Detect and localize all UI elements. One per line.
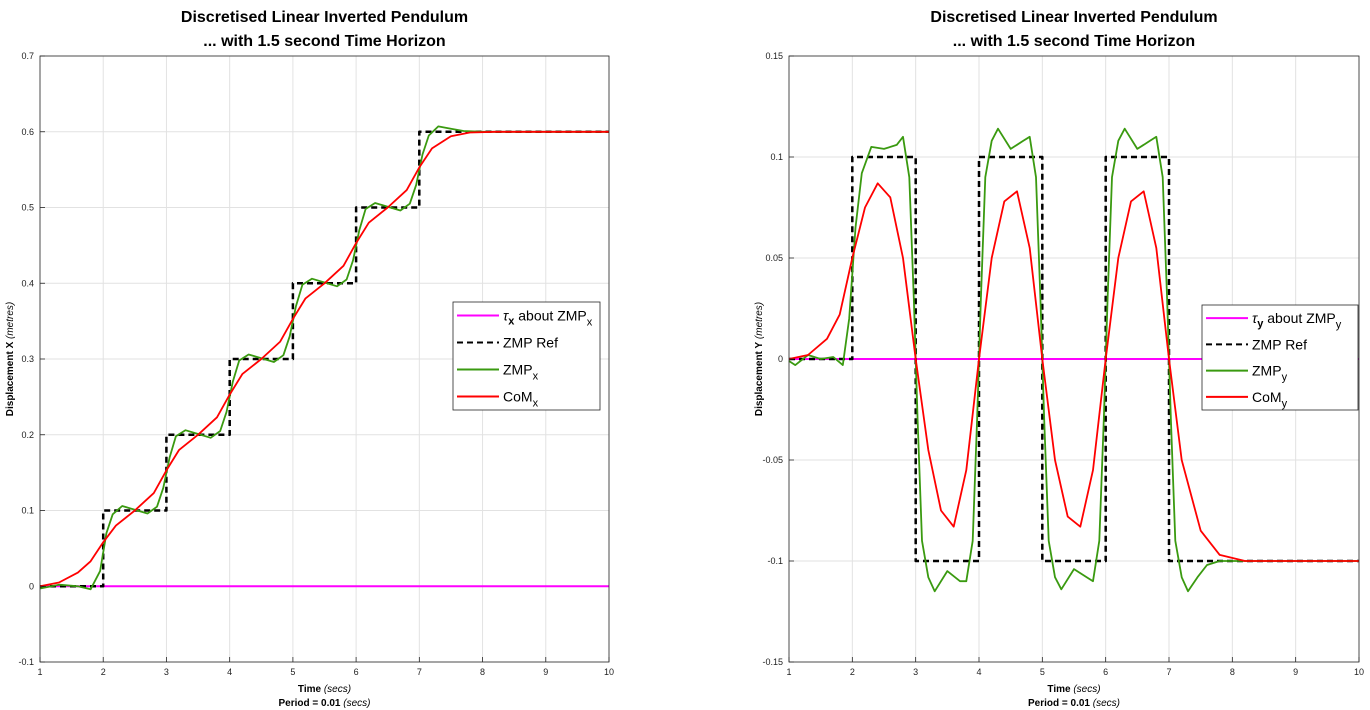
legend-entry-label: τy about ZMPy: [1252, 310, 1342, 331]
y-tick-label: 0.3: [21, 354, 34, 364]
legend-text-sub: x: [533, 398, 539, 410]
legend-text-main: CoM: [1252, 389, 1282, 405]
y-tick-label: 0.1: [770, 152, 783, 162]
chart-panel-1: 1 2 3 4 5 6 7 8 9 10 -0.1 0 0.1 0.2 0.3 0.4 0.5 0.6 0.7 Dis…: [5, 9, 614, 709]
y-tick-label: 0.15: [765, 51, 783, 61]
x-axis-sublabel-bold: Period = 0.01: [1028, 698, 1090, 709]
x-tick-label: 9: [543, 667, 548, 677]
x-axis-sublabel: Period = 0.01 (secs): [1028, 698, 1120, 709]
x-axis-sublabel-bold: Period = 0.01: [279, 698, 341, 709]
x-axis-sublabel-unit: (secs): [1090, 698, 1120, 709]
y-tick-label: -0.15: [762, 657, 783, 667]
y-tick-label: -0.1: [18, 657, 34, 667]
x-tick-label: 10: [1354, 667, 1364, 677]
series-line-comy: [788, 182, 1359, 562]
legend-text-main: ZMP: [503, 362, 533, 378]
chart-title-line-2: ... with 1.5 second Time Horizon: [203, 33, 445, 50]
x-tick-label: 7: [417, 667, 422, 677]
legend-text-main: τ: [503, 308, 509, 324]
chart-title-line-1: Discretised Linear Inverted Pendulum: [181, 9, 468, 26]
x-tick-label: 6: [1103, 667, 1108, 677]
legend-text-mid: about ZMP: [1263, 310, 1335, 326]
x-tick-label: 4: [227, 667, 232, 677]
y-tick-label: 0: [29, 581, 34, 591]
legend-text-sub: y: [1336, 319, 1342, 331]
legend-box: [1201, 304, 1359, 411]
x-axis-sublabel: Period = 0.01 (secs): [279, 698, 371, 709]
series-line-zmp-ref: [789, 155, 1359, 563]
legend-text-sub: y: [1282, 372, 1288, 384]
chart-title-line-1: Discretised Linear Inverted Pendulum: [930, 9, 1217, 26]
x-tick-label: 5: [1040, 667, 1045, 677]
x-tick-label: 8: [480, 667, 485, 677]
chart-title-line-2: ... with 1.5 second Time Horizon: [953, 33, 1195, 50]
x-tick-label: 9: [1293, 667, 1298, 677]
legend-text-main: τ: [1252, 310, 1258, 326]
legend-entry-label: CoMy: [1252, 389, 1288, 410]
x-tick-label: 7: [1166, 667, 1171, 677]
legend-text-sub: x: [533, 371, 539, 383]
legend-box: [452, 301, 601, 411]
x-tick-label: 8: [1230, 667, 1235, 677]
series-line-comx: [39, 130, 609, 588]
legend-entry-label: ZMP Ref: [503, 335, 558, 351]
legend-text-main: ZMP: [1252, 363, 1282, 379]
x-tick-label: 2: [101, 667, 106, 677]
x-axis-label: Time (secs): [1047, 684, 1100, 695]
x-tick-label: 3: [913, 667, 918, 677]
x-tick-label: 1: [786, 667, 791, 677]
legend-text-main: ZMP Ref: [503, 335, 558, 351]
x-tick-label: 1: [37, 667, 42, 677]
y-axis-label-unit: (metres): [754, 302, 765, 342]
x-axis-label-unit: (secs): [321, 684, 351, 695]
y-tick-label: -0.1: [767, 556, 783, 566]
x-axis-label: Time (secs): [298, 684, 351, 695]
y-axis-label-bold: Displacement X: [5, 341, 16, 416]
legend-entry-label: ZMPx: [503, 362, 539, 383]
y-tick-label: -0.05: [762, 455, 783, 465]
y-tick-label: 0.4: [21, 278, 34, 288]
y-axis-label-unit: (metres): [5, 302, 16, 342]
legend-text-mid: about ZMP: [514, 308, 586, 324]
x-axis-label-bold: Time: [298, 684, 322, 695]
legend-entry-label: ZMP Ref: [1252, 336, 1307, 352]
x-axis-sublabel-unit: (secs): [340, 698, 370, 709]
x-tick-label: 2: [850, 667, 855, 677]
y-tick-label: 0.5: [21, 203, 34, 213]
chart-panel-2: 1 2 3 4 5 6 7 8 9 10 -0.15 -0.1 -0.05 0 0.05 0.1 0.15 Dis…: [754, 9, 1364, 709]
y-tick-label: 0.05: [765, 253, 783, 263]
legend-text-sub: x: [508, 316, 515, 328]
y-tick-label: 0.7: [21, 51, 34, 61]
y-tick-label: 0.2: [21, 430, 34, 440]
x-tick-label: 6: [354, 667, 359, 677]
y-tick-label: 0.6: [21, 127, 34, 137]
x-tick-label: 5: [290, 667, 295, 677]
series-line-zmpx: [39, 125, 609, 591]
legend-text-sub: y: [1282, 398, 1288, 410]
y-tick-label: 0: [778, 354, 783, 364]
y-axis-label: Displacement Y (metres): [754, 302, 765, 416]
y-axis-label: Displacement X (metres): [5, 302, 16, 416]
x-tick-label: 4: [976, 667, 981, 677]
legend-text-main: ZMP Ref: [1252, 336, 1307, 352]
legend-text-main: CoM: [503, 389, 533, 405]
legend-entry-label: τx about ZMPx: [503, 308, 593, 329]
x-axis-label-unit: (secs): [1071, 684, 1101, 695]
legend-entry-label: CoMx: [503, 389, 539, 410]
legend-entry-label: ZMPy: [1252, 363, 1288, 384]
x-axis-label-bold: Time: [1047, 684, 1071, 695]
y-tick-label: 0.1: [21, 506, 34, 516]
y-axis-label-bold: Displacement Y: [754, 342, 765, 417]
legend-text-sub: x: [587, 317, 593, 329]
x-tick-label: 3: [164, 667, 169, 677]
legend-text-sub: y: [1257, 318, 1264, 330]
x-tick-label: 10: [604, 667, 614, 677]
series-line-zmpy: [788, 127, 1359, 593]
